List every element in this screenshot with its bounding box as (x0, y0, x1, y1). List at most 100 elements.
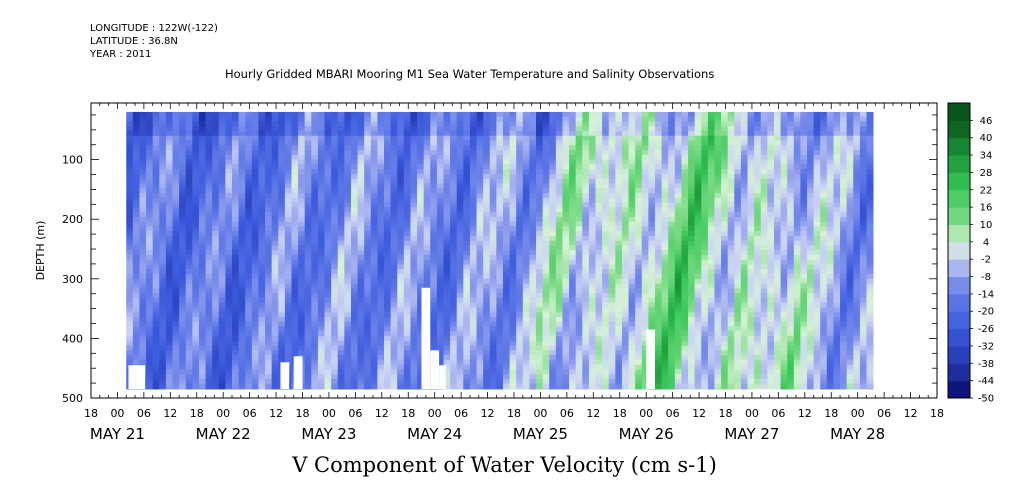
heatmap-cell (350, 235, 358, 242)
heatmap-cell (364, 212, 372, 218)
heatmap-cell (595, 164, 603, 170)
heatmap-cell (509, 207, 517, 213)
heatmap-cell (522, 345, 530, 351)
heatmap-cell (476, 121, 484, 127)
heatmap-cell (648, 178, 656, 184)
heatmap-cell (357, 340, 365, 346)
heatmap-cell (284, 264, 292, 270)
heatmap-cell (278, 240, 286, 246)
heatmap-cell (304, 212, 312, 218)
heatmap-cell (522, 212, 530, 218)
heatmap-cell (179, 235, 187, 242)
heatmap-cell (331, 131, 339, 137)
heatmap-cell (357, 126, 365, 132)
heatmap-cell (317, 221, 325, 227)
heatmap-cell (232, 226, 240, 232)
heatmap-cell (529, 221, 537, 227)
heatmap-cell (410, 140, 418, 146)
heatmap-cell (152, 145, 160, 151)
heatmap-cell (430, 307, 438, 313)
heatmap-cell (483, 221, 491, 227)
heatmap-cell (298, 188, 306, 194)
heatmap-cell (436, 345, 444, 351)
heatmap-cell (152, 369, 160, 375)
heatmap-cell (529, 383, 537, 389)
heatmap-cell (602, 116, 610, 122)
heatmap-cell (179, 207, 187, 213)
heatmap-cell (542, 202, 550, 208)
heatmap-cell (588, 254, 596, 261)
heatmap-cell (139, 293, 147, 299)
heatmap-cell (615, 388, 623, 390)
heatmap-cell (423, 116, 431, 122)
heatmap-cell (185, 250, 193, 256)
heatmap-cell (179, 221, 187, 227)
heatmap-cell (476, 126, 484, 132)
heatmap-cell (212, 202, 220, 208)
heatmap-cell (403, 231, 411, 237)
heatmap-cell (258, 321, 266, 327)
heatmap-cell (377, 264, 385, 270)
heatmap-cell (291, 207, 299, 213)
heatmap-cell (238, 183, 246, 189)
heatmap-cell (582, 192, 590, 199)
heatmap-cell (212, 121, 220, 127)
heatmap-cell (218, 359, 226, 366)
heatmap-cell (549, 278, 557, 284)
heatmap-cell (350, 212, 358, 218)
heatmap-cell (344, 288, 352, 294)
heatmap-cell (192, 350, 200, 356)
heatmap-cell (350, 312, 358, 318)
heatmap-cell (588, 231, 596, 237)
heatmap-cell (456, 131, 464, 137)
heatmap-cell (232, 240, 240, 246)
heatmap-cell (476, 283, 484, 289)
heatmap-cell (291, 269, 299, 275)
heatmap-cell (615, 116, 623, 122)
heatmap-cell (549, 312, 557, 318)
heatmap-cell (456, 345, 464, 351)
heatmap-cell (608, 197, 616, 203)
heatmap-cell (450, 297, 458, 304)
heatmap-cell (628, 192, 636, 199)
heatmap-cell (430, 288, 438, 294)
heatmap-cell (377, 240, 385, 246)
heatmap-cell (271, 378, 279, 385)
heatmap-cell (582, 183, 590, 189)
heatmap-cell (423, 202, 431, 208)
heatmap-cell (298, 345, 306, 351)
heatmap-cell (483, 374, 491, 380)
heatmap-cell (469, 269, 477, 275)
heatmap-cell (648, 274, 656, 280)
heatmap-cell (384, 269, 392, 275)
heatmap-cell (218, 240, 226, 246)
heatmap-cell (595, 383, 603, 389)
heatmap-cell (436, 169, 444, 175)
heatmap-cell (456, 254, 464, 261)
heatmap-cell (608, 212, 616, 218)
heatmap-cell (621, 150, 629, 156)
heatmap-cell (648, 159, 656, 165)
heatmap-cell (337, 116, 345, 122)
heatmap-cell (509, 202, 517, 208)
heatmap-cell (146, 383, 154, 389)
heatmap-cell (251, 250, 259, 256)
heatmap-cell (185, 345, 193, 351)
heatmap-cell (238, 288, 246, 294)
heatmap-cell (456, 240, 464, 246)
heatmap-cell (456, 336, 464, 342)
heatmap-cell (324, 226, 332, 232)
heatmap-cell (430, 259, 438, 265)
heatmap-cell (291, 250, 299, 256)
heatmap-cell (450, 293, 458, 299)
heatmap-cell (304, 164, 312, 170)
heatmap-cell (390, 178, 398, 184)
heatmap-cell (655, 164, 663, 170)
heatmap-cell (668, 154, 676, 161)
heatmap-cell (311, 164, 319, 170)
heatmap-cell (443, 173, 451, 180)
heatmap-cell (311, 278, 319, 284)
heatmap-cell (238, 131, 246, 137)
heatmap-cell (126, 297, 134, 304)
heatmap-cell (628, 302, 636, 308)
